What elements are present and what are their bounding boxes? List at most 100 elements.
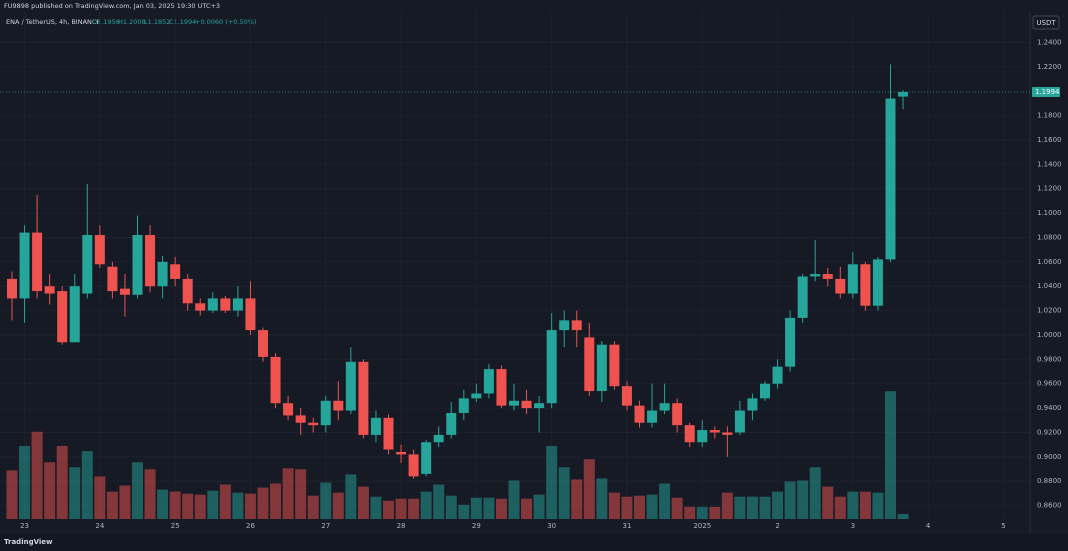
ohlc-open: O1.1956 (92, 18, 120, 26)
candle-body (609, 344, 620, 387)
candle-body (471, 393, 482, 399)
candle-body (283, 403, 294, 416)
y-tick-label: 1.2400 (1037, 38, 1062, 46)
ohlc-high: H1.2008 (118, 18, 146, 26)
volume-bar (709, 506, 721, 519)
volume-bar (533, 494, 545, 519)
candle-body (797, 276, 808, 318)
y-tick-label: 0.9400 (1037, 404, 1062, 412)
volume-bar (207, 490, 219, 519)
candle-body (333, 400, 344, 411)
brand[interactable]: TradingView (4, 538, 53, 546)
published-text: FU9898 published on TradingView.com, Jan… (4, 2, 220, 10)
candle-body (684, 425, 695, 443)
y-tick-label: 1.0000 (1037, 331, 1062, 339)
candle-body (810, 274, 821, 277)
x-tick-label: 31 (622, 522, 631, 530)
volume-bar (420, 491, 432, 519)
x-tick-label: 30 (547, 522, 556, 530)
candle-body (697, 430, 708, 443)
volume-bar (897, 513, 909, 519)
candle-body (69, 286, 80, 343)
volume-bar (282, 468, 294, 519)
volume-bar (44, 462, 56, 519)
volume-bar (370, 496, 382, 519)
volume-bar (546, 445, 558, 519)
symbol-text: ENA / TetherUS, 4h, BINANCE (6, 18, 101, 26)
candle-body (220, 298, 231, 311)
candle-body (571, 320, 582, 331)
volume-bar (433, 484, 445, 519)
volume-bar (659, 483, 671, 519)
volume-bar (508, 480, 520, 519)
volume-bar (759, 496, 771, 519)
candle-body (885, 98, 896, 260)
volume-bar (571, 479, 583, 519)
candle-body (396, 451, 407, 455)
y-tick-label: 1.1800 (1037, 112, 1062, 120)
change-text: +0.0060 (+0.50%) (195, 18, 256, 26)
candle-body (145, 235, 156, 287)
candle-body (19, 232, 30, 299)
volume-bar (31, 431, 43, 519)
candle-body (747, 398, 758, 411)
candle-body (458, 398, 469, 413)
volume-bar (684, 506, 696, 519)
y-tick-label: 1.1200 (1037, 185, 1062, 193)
volume-bar (69, 467, 81, 519)
footer-bar (0, 534, 1068, 551)
candle-body (559, 320, 570, 331)
candle-body (860, 264, 871, 306)
volume-bar (671, 497, 683, 519)
candle-body (57, 291, 68, 343)
volume-bar (357, 486, 369, 519)
candle-body (621, 386, 632, 406)
volume-bar (56, 445, 68, 519)
candle-body (7, 278, 17, 299)
volume-bar (244, 493, 256, 519)
candle-body (320, 400, 331, 426)
volume-bar (734, 496, 746, 519)
volume-bar (847, 491, 859, 519)
y-tick-label: 0.9600 (1037, 380, 1062, 388)
candle-body (421, 442, 432, 474)
y-tick-label: 1.1400 (1037, 160, 1062, 168)
x-tick-label: 27 (321, 522, 330, 530)
volume-bar (483, 497, 495, 519)
volume-bar (307, 495, 319, 519)
candle-body (370, 417, 381, 435)
y-tick-label: 1.0800 (1037, 233, 1062, 241)
volume-bar (332, 492, 344, 519)
x-tick-label: 4 (926, 522, 931, 530)
candle-body (734, 410, 745, 433)
candle-body (408, 454, 419, 477)
currency-label[interactable]: USDT (1036, 19, 1056, 27)
candle-body (345, 361, 356, 411)
currency-box[interactable] (1032, 15, 1060, 30)
volume-bar (521, 498, 533, 519)
x-tick-label: 24 (95, 522, 104, 530)
x-tick-label: 5 (1001, 522, 1005, 530)
x-tick-label: 2025 (693, 522, 711, 530)
volume-bar (106, 491, 118, 519)
candle-body (872, 259, 883, 306)
candle-body (44, 286, 55, 294)
volume-bar (621, 496, 633, 519)
candle-body (433, 434, 444, 443)
volume-bar (558, 467, 570, 519)
y-tick-label: 0.8600 (1037, 502, 1062, 510)
candle-body (584, 337, 595, 392)
volume-bar (784, 481, 796, 519)
volume-bar (257, 487, 269, 519)
volume-bar (383, 500, 394, 519)
candle-body (672, 403, 683, 426)
candle-body (170, 264, 181, 279)
volume-bar (885, 391, 896, 519)
x-tick-label: 23 (20, 522, 29, 530)
candle-body (308, 422, 319, 426)
volume-bar (345, 474, 357, 519)
candle-body (258, 330, 268, 357)
candle-body (772, 366, 783, 384)
